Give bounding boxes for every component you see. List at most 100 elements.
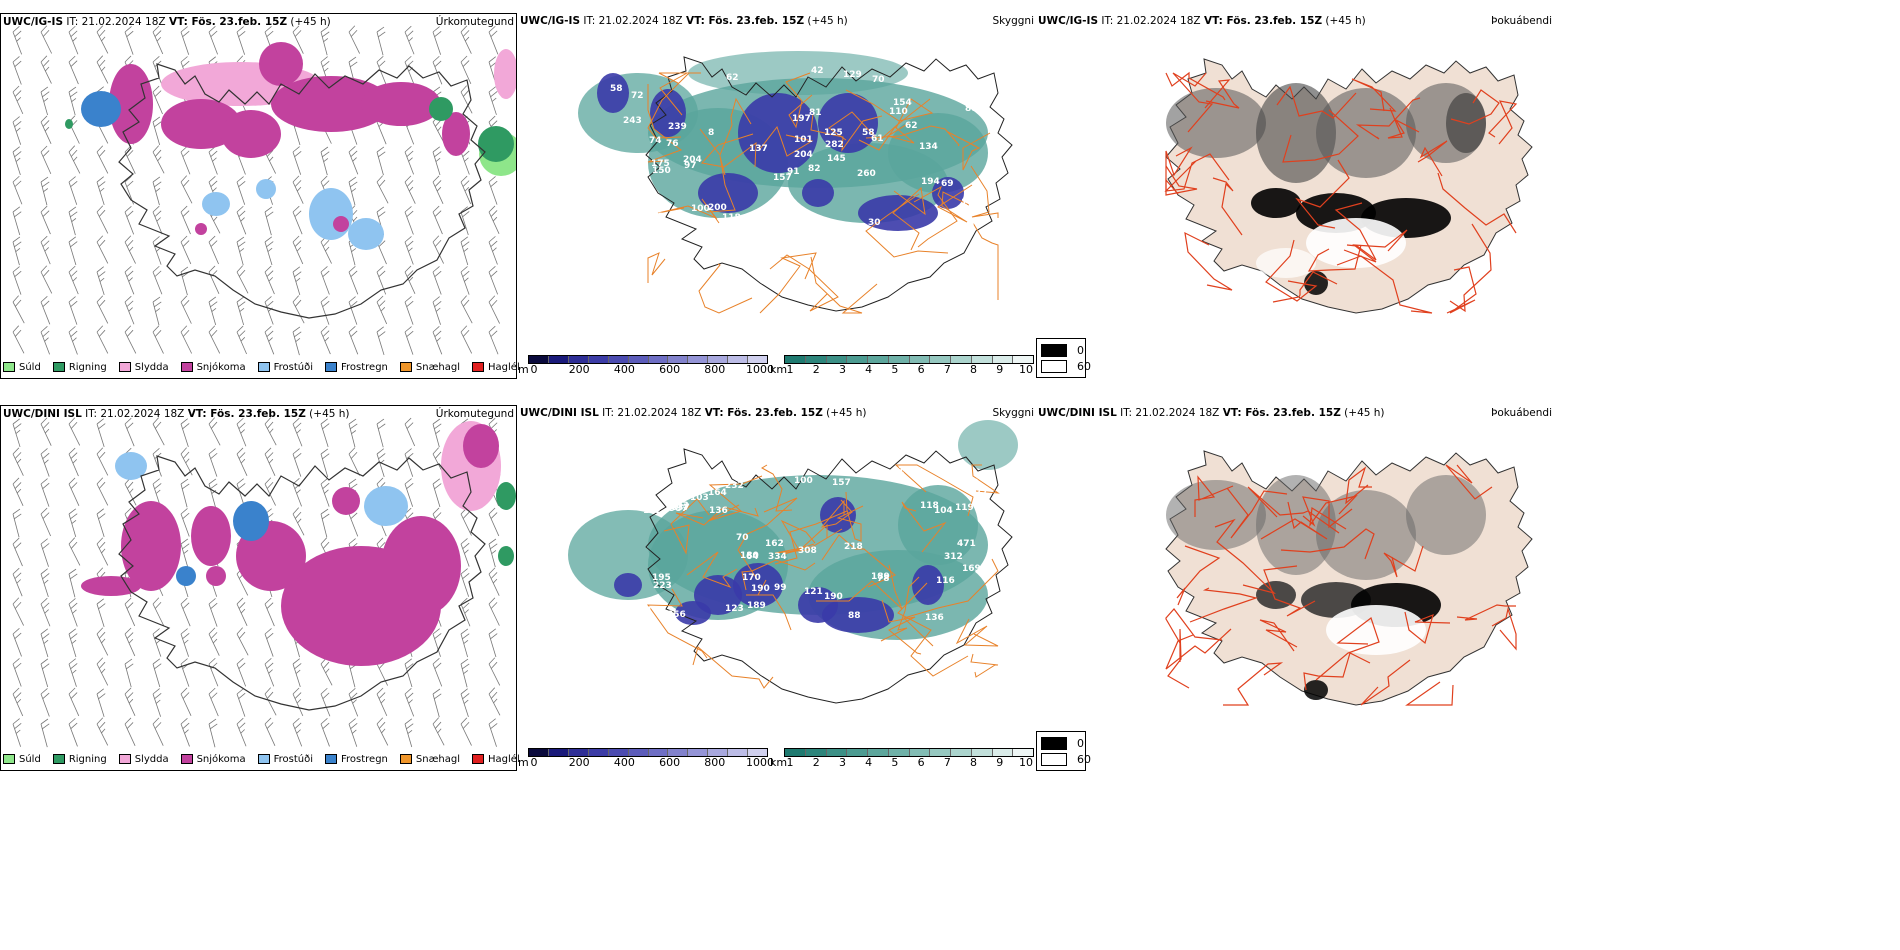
wind-barb	[320, 418, 330, 448]
panel-label: Þokuábendi	[1491, 407, 1552, 419]
legend-label: Haglél	[488, 361, 520, 373]
visibility-value: 91	[640, 606, 653, 616]
visibility-value: 283	[670, 501, 689, 511]
visibility-value: 123	[725, 604, 744, 614]
legend-label: Snæhagl	[415, 753, 461, 765]
road	[881, 599, 922, 655]
wind-barb	[488, 25, 499, 55]
visibility-value: 74	[649, 136, 662, 146]
wind-barb	[12, 567, 23, 597]
wind-barb	[376, 717, 389, 746]
legend-swatch	[325, 362, 337, 372]
panel-label: Úrkomutegund	[435, 408, 514, 420]
panel-title: UWC/IG-IS IT: 21.02.2024 18Z VT: Fös. 23…	[3, 16, 331, 28]
precip-legend-item: Súld	[3, 362, 41, 373]
wind-barb	[404, 687, 415, 717]
wind-barb	[40, 478, 50, 507]
road	[1265, 239, 1318, 302]
fog-key-bottom: 0 60	[1036, 731, 1091, 771]
colorbar-tick: 9	[996, 756, 1004, 769]
visibility-value: 243	[623, 116, 642, 126]
wind-barb	[376, 26, 386, 56]
visibility-value: 88	[965, 104, 978, 114]
precip-area	[202, 192, 230, 216]
road	[1165, 146, 1193, 191]
distance-cells	[784, 355, 1034, 364]
precip-area	[348, 218, 384, 250]
wind-barb	[236, 205, 247, 235]
wind-barb	[264, 265, 275, 295]
colorbar-tick: 600	[659, 756, 681, 769]
wind-barb	[264, 717, 276, 747]
wind-barb	[68, 176, 78, 205]
wind-barb	[124, 717, 136, 746]
wind-barb	[488, 507, 500, 537]
wind-barb	[460, 295, 473, 324]
fog-key-entry: 60	[1041, 753, 1091, 766]
wind-barb	[376, 418, 386, 448]
visibility-value: 8	[708, 128, 714, 138]
road	[892, 187, 926, 251]
wind-barb	[488, 295, 500, 324]
precip-area	[496, 482, 516, 510]
wind-barb	[292, 507, 305, 536]
road	[1345, 466, 1372, 505]
fog-area	[1326, 605, 1426, 655]
road	[816, 564, 903, 610]
precip-area	[191, 506, 231, 566]
wind-barb	[460, 266, 470, 295]
precip-areas	[81, 421, 516, 666]
fog-map	[1164, 58, 1533, 314]
wind-barb	[432, 205, 443, 235]
wind-barb	[208, 718, 218, 748]
road	[1387, 107, 1420, 139]
wind-barb	[124, 658, 134, 688]
precip-area	[494, 49, 516, 99]
wind-barb	[68, 55, 79, 85]
fog-key-entry: 0	[1041, 344, 1084, 357]
wind-barb	[180, 718, 190, 747]
distance-colorbar-bottom: km 1 2 3 4 5 6 7 8 9 10	[770, 748, 1036, 770]
visibility-area	[888, 113, 988, 193]
road	[1282, 109, 1359, 163]
road	[1189, 587, 1259, 623]
visibility-value: 125	[824, 128, 843, 138]
visibility-value: 82	[808, 164, 821, 174]
wind-barb	[432, 266, 442, 295]
legend-swatch	[52, 362, 65, 372]
road	[1247, 486, 1340, 534]
precip-legend-item: Snæhagl	[399, 361, 461, 373]
wind-barb	[460, 175, 472, 205]
wind-barb	[40, 718, 50, 748]
legend-label: Snæhagl	[415, 361, 461, 373]
visibility-value: 97	[629, 180, 642, 190]
legend-swatch	[325, 754, 337, 764]
visibility-value: 232	[725, 481, 744, 491]
wind-barb	[460, 717, 472, 746]
wind-barb	[40, 538, 50, 567]
visibility-value: 116	[936, 576, 955, 586]
wind-barb	[432, 235, 444, 264]
colorbar-cell	[826, 356, 848, 363]
wind-barb	[180, 418, 190, 447]
road-network	[647, 464, 1000, 689]
visibility-value: 58	[862, 128, 875, 138]
road	[894, 464, 974, 517]
precip-legend: Súld Rigning Slydda Snjókoma Frostúði Frostre…	[3, 751, 532, 767]
colorbar-cell	[992, 749, 1014, 756]
legend-label: Rigning	[68, 361, 107, 373]
road	[746, 579, 792, 631]
visibility-area	[597, 73, 629, 113]
wind-barb	[320, 325, 331, 355]
visibility-value: 97	[684, 161, 697, 171]
wind-barb	[404, 236, 414, 265]
wind-barb	[488, 205, 500, 234]
precip-legend-item: Súld	[3, 754, 41, 765]
road	[647, 588, 708, 659]
wind-barb	[124, 627, 136, 657]
colorbar-cell	[548, 749, 569, 756]
colorbar-tick: 5	[891, 363, 899, 376]
wind-barb	[68, 477, 80, 507]
wind-barb	[12, 146, 22, 175]
wind-barb	[320, 478, 330, 507]
